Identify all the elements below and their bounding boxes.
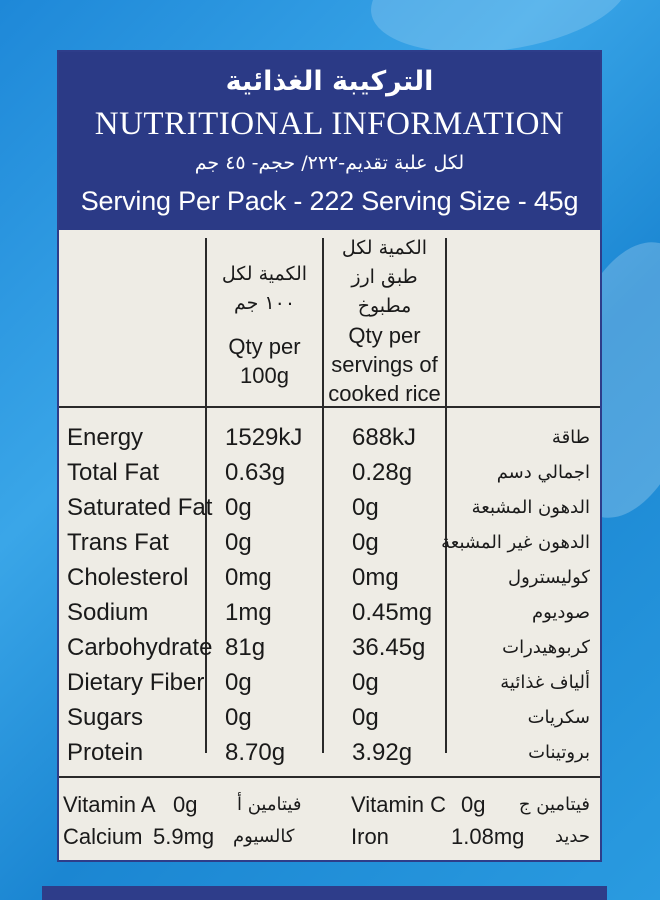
table-row: Energy 1529kJ 688kJ طاقة [59,420,600,455]
per-serving-label-arabic-2: طبق ارز [351,266,418,288]
nutrient-name: Protein [67,739,144,766]
table-row: Trans Fat 0g 0g الدهون غير المشبعة [59,525,600,560]
nutrient-name-arabic: سكريات [527,707,590,728]
nutrient-per-serving: 0g [352,494,379,521]
nutrition-label: التركيبة الغذائية NUTRITIONAL INFORMATIO… [57,50,602,862]
nutrient-per-serving: 36.45g [352,634,426,661]
iron-label: Iron [351,824,389,849]
iron-arabic: حديد [554,826,590,847]
nutrient-per-100g: 1529kJ [225,424,303,451]
package-bottom-band [42,886,607,900]
nutrient-name: Total Fat [67,459,160,486]
per-serving-label-arabic-3: مطبوخ [357,295,412,317]
nutrient-name-arabic: كوليسترول [508,567,590,588]
per-serving-label-arabic-1: الكمية لكل [341,237,428,259]
nutrient-per-100g: 8.70g [225,739,286,766]
table-row: Total Fat 0.63g 0.28g اجمالي دسم [59,455,600,490]
nutrient-per-serving: 688kJ [352,424,417,451]
nutrient-name-arabic: اجمالي دسم [496,462,590,483]
column-header-per-100g: الكمية لكل ١٠٠ جم Qty per 100g [207,260,322,390]
nutrient-name-arabic: كربوهيدرات [502,637,590,658]
nutrient-name: Sugars [67,704,144,731]
nutrient-per-serving: 0g [352,669,379,696]
serving-info-english: Serving Per Pack - 222 Serving Size - 45… [80,186,579,216]
per-100g-label-arabic-1: الكمية لكل [221,263,308,285]
vitamin-c-value: 0g [461,792,486,817]
nutrient-per-100g: 1mg [225,599,272,626]
nutrient-per-100g: 81g [225,634,266,661]
per-100g-label-arabic-2: ١٠٠ جم [233,292,296,314]
header-row-divider [59,406,600,408]
column-divider [445,238,447,753]
nutrient-per-serving: 0.45mg [352,599,433,626]
serving-info-arabic: لكل علبة تقديم-٢٢٢/ حجم- ٤٥ جم [194,152,465,174]
nutrient-name-arabic: صوديوم [531,602,590,623]
table-row: Cholesterol 0mg 0mg كوليسترول [59,560,600,595]
table-row: Sodium 1mg 0.45mg صوديوم [59,595,600,630]
per-serving-label-english-2: servings of [331,352,438,377]
table-row: Sugars 0g 0g سكريات [59,700,600,735]
title-arabic: التركيبة الغذائية [225,66,434,97]
table-row: Saturated Fat 0g 0g الدهون المشبعة [59,490,600,525]
calcium-value: 5.9mg [153,824,215,849]
nutrient-per-serving: 0g [352,529,379,556]
iron-value: 1.08mg [451,824,525,849]
nutrient-per-serving: 0.28g [352,459,413,486]
table-row: Carbohydrate 81g 36.45g كربوهيدرات [59,630,600,665]
vitamin-a-arabic: فيتامين أ [237,794,302,815]
table-row: Dietary Fiber 0g 0g ألياف غذائية [59,665,600,700]
nutrient-name-arabic: ألياف غذائية [500,672,590,693]
table-row: Protein 8.70g 3.92g بروتينات [59,735,600,770]
nutrient-per-100g: 0mg [225,564,272,591]
nutrient-per-serving: 0g [352,704,379,731]
column-divider [205,238,207,753]
nutrient-per-100g: 0g [225,669,252,696]
column-header-per-serving: الكمية لكل طبق ارز مطبوخ Qty per serving… [324,234,445,408]
nutrient-name-arabic: الدهون المشبعة [471,497,590,518]
per-serving-label-english-1: Qty per [348,323,421,348]
vitamin-a-value: 0g [173,792,198,817]
nutrient-name-arabic: الدهون غير المشبعة [441,532,590,553]
nutrient-name: Cholesterol [67,564,189,591]
vitamins-divider [59,776,600,778]
vitamin-c-label: Vitamin C [351,792,446,817]
nutrient-per-100g: 0g [225,704,252,731]
nutrition-table: الكمية لكل ١٠٠ جم Qty per 100g الكمية لك… [59,230,600,860]
column-divider [322,238,324,753]
nutrition-header: التركيبة الغذائية NUTRITIONAL INFORMATIO… [59,52,600,230]
nutrient-per-serving: 0mg [352,564,399,591]
nutrient-name: Saturated Fat [67,494,213,521]
calcium-arabic: كالسيوم [233,826,295,847]
nutrient-name: Dietary Fiber [67,669,205,696]
nutrient-per-100g: 0g [225,529,252,556]
vitamin-a-label: Vitamin A [63,792,156,817]
nutrient-name: Carbohydrate [67,634,213,661]
calcium-label: Calcium [63,824,143,849]
title-english: NUTRITIONAL INFORMATION [94,106,565,142]
vitamin-c-arabic: فيتامين ج [518,794,590,815]
nutrient-name: Energy [67,424,144,451]
nutrient-per-serving: 3.92g [352,739,413,766]
nutrient-name: Trans Fat [67,529,169,556]
per-100g-label-english-2: 100g [240,363,289,388]
nutrient-name-arabic: طاقة [551,427,590,448]
nutrient-per-100g: 0.63g [225,459,286,486]
nutrient-per-100g: 0g [225,494,252,521]
per-100g-label-english-1: Qty per [228,334,301,359]
per-serving-label-english-3: cooked rice [328,381,441,406]
nutrient-name-arabic: بروتينات [528,742,590,763]
nutrient-name: Sodium [67,599,149,626]
